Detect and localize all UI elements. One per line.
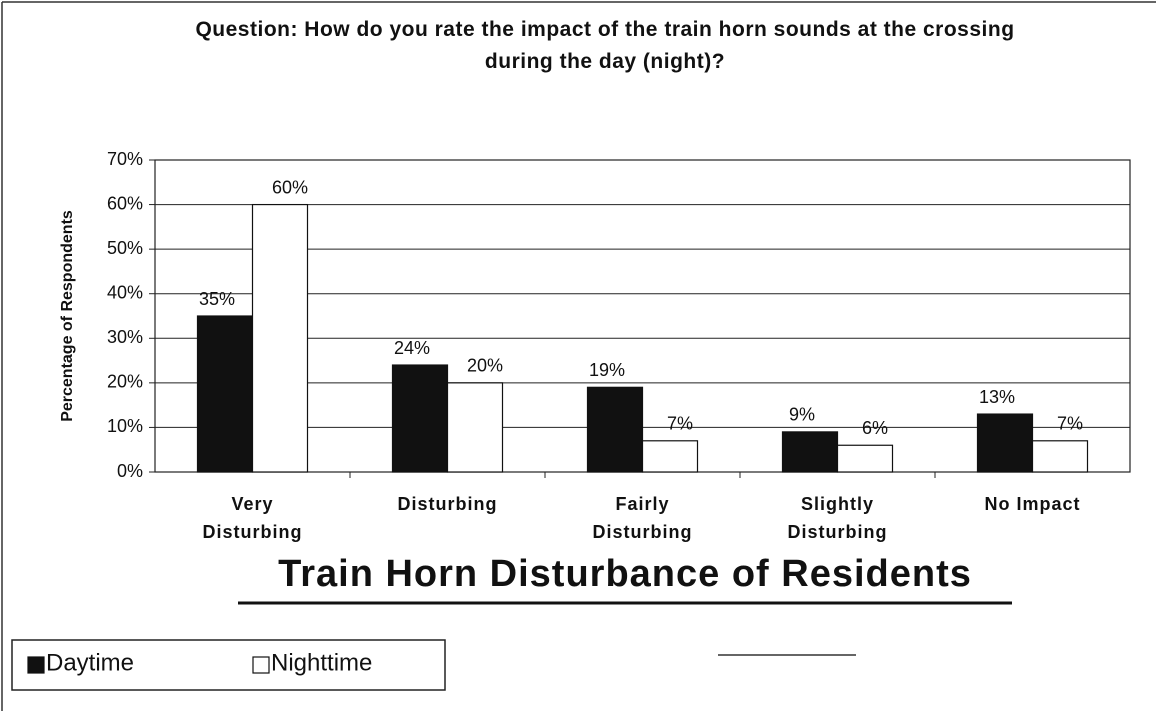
chart-subtitle: Train Horn Disturbance of Residents — [278, 553, 972, 595]
y-tick-label: 70% — [107, 149, 143, 169]
chart-title: Question: How do you rate the impact of … — [195, 18, 1015, 73]
y-tick-label: 0% — [117, 461, 143, 481]
bar — [391, 364, 449, 473]
data-label: 7% — [667, 414, 693, 434]
data-label: 19% — [589, 360, 625, 380]
x-tick-label: Fairly Disturbing — [593, 494, 693, 542]
bar — [836, 444, 894, 473]
bar — [446, 382, 504, 473]
data-label: 24% — [394, 338, 430, 358]
y-tick-label: 10% — [107, 416, 143, 436]
bar — [781, 431, 839, 473]
bar — [976, 413, 1034, 473]
legend-swatch — [27, 656, 45, 674]
data-label: 9% — [789, 405, 815, 425]
x-tick-label: Slightly Disturbing — [788, 494, 888, 542]
data-label: 20% — [467, 356, 503, 376]
legend-label: Nighttime — [271, 649, 372, 676]
legend-box — [11, 639, 446, 691]
y-tick-label: 50% — [107, 238, 143, 258]
y-tick-label: 60% — [107, 193, 143, 213]
data-label: 13% — [979, 387, 1015, 407]
bar — [641, 440, 699, 473]
x-tick-label: Disturbing — [398, 494, 498, 514]
y-tick-label: 40% — [107, 282, 143, 302]
bar — [196, 315, 254, 473]
legend-swatch — [252, 656, 270, 674]
data-label: 6% — [862, 418, 888, 438]
y-tick-label: 20% — [107, 372, 143, 392]
data-label: 35% — [199, 289, 235, 309]
data-label: 7% — [1057, 414, 1083, 434]
y-tick-label: 30% — [107, 327, 143, 347]
x-tick-label: Very Disturbing — [203, 494, 303, 542]
bar — [586, 386, 644, 473]
y-axis-label: Percentage of Respondents — [59, 210, 76, 422]
bar — [251, 203, 309, 473]
legend-label: Daytime — [46, 649, 134, 676]
x-tick-label: No Impact — [984, 494, 1080, 514]
data-label: 60% — [272, 177, 308, 197]
bar — [1031, 440, 1089, 473]
